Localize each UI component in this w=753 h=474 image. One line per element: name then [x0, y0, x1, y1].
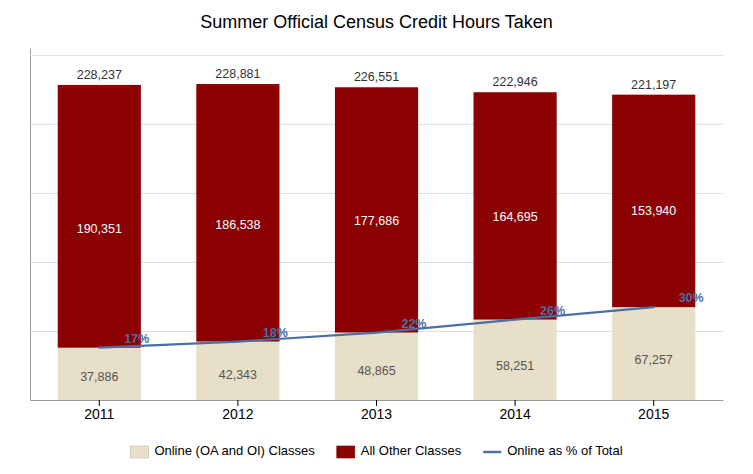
bar [474, 92, 557, 319]
data-label: 58,251 [496, 359, 534, 373]
grid-line [30, 55, 723, 56]
data-label: 186,538 [215, 218, 260, 232]
annotation: 22% [401, 317, 426, 331]
x-tick-label: 2014 [500, 406, 531, 422]
data-label: 153,940 [631, 204, 676, 218]
legend-item: All Other Classes [337, 443, 462, 458]
data-label: 67,257 [635, 353, 673, 367]
legend-item: Online (OA and OI) Classes [130, 443, 315, 458]
x-tick-label: 2015 [638, 406, 669, 422]
legend: Online (OA and OI) Classes All Other Clas… [130, 443, 622, 458]
annotation: 30% [679, 291, 704, 305]
legend-swatch [130, 446, 148, 458]
bar [196, 84, 279, 341]
annotation: 17% [124, 332, 149, 346]
data-label: 177,686 [354, 214, 399, 228]
bar [474, 320, 557, 400]
x-tick-label: 2011 [84, 406, 114, 422]
data-label: 48,865 [357, 364, 395, 378]
x-tick-label: 2012 [222, 406, 253, 422]
data-label: 42,343 [219, 368, 257, 382]
bar [612, 307, 695, 400]
data-label: 190,351 [77, 222, 122, 236]
y-axis [30, 49, 723, 401]
total-label: 228,881 [215, 67, 260, 81]
total-label: 221,197 [631, 78, 676, 92]
x-tick: 2013 [361, 400, 392, 422]
y-tick [30, 55, 723, 56]
y-axis-line [30, 49, 31, 401]
legend-item: Online as % of Total [483, 443, 622, 458]
data-label: 37,886 [80, 370, 118, 384]
plot: 37,886 42,343 48,865 58,251 67,257 190,351 186… [30, 49, 724, 422]
annotation: 18% [263, 326, 288, 340]
legend-swatch [483, 451, 501, 454]
legend-label: Online (OA and OI) Classes [154, 443, 315, 458]
bar [196, 342, 279, 400]
marks [58, 84, 696, 400]
bar [612, 95, 695, 307]
x-tick: 2012 [222, 400, 253, 422]
x-tick: 2011 [84, 400, 114, 422]
chart: 37,886 42,343 48,865 58,251 67,257 190,351 186… [0, 0, 753, 474]
bar [335, 333, 418, 400]
total-label: 222,946 [493, 75, 538, 89]
labels: 37,886 42,343 48,865 58,251 67,257 190,351 186… [77, 67, 704, 384]
annotation: 26% [540, 304, 565, 318]
data-label: 164,695 [493, 210, 538, 224]
bar [58, 348, 141, 400]
x-axis: 2011 2012 2013 2014 2015 [31, 400, 724, 422]
line [99, 307, 653, 348]
bar [58, 85, 141, 348]
total-label: 226,551 [354, 70, 399, 84]
legend-label: Online as % of Total [507, 443, 622, 458]
x-tick-label: 2013 [361, 406, 392, 422]
legend-swatch [337, 446, 355, 458]
legend-label: All Other Classes [361, 443, 462, 458]
x-tick: 2014 [500, 400, 531, 422]
bar-series [58, 84, 696, 348]
bar [335, 87, 418, 332]
total-label: 228,237 [77, 68, 122, 82]
x-tick: 2015 [638, 400, 669, 422]
title: Summer Official Census Credit Hours Take… [200, 12, 552, 32]
